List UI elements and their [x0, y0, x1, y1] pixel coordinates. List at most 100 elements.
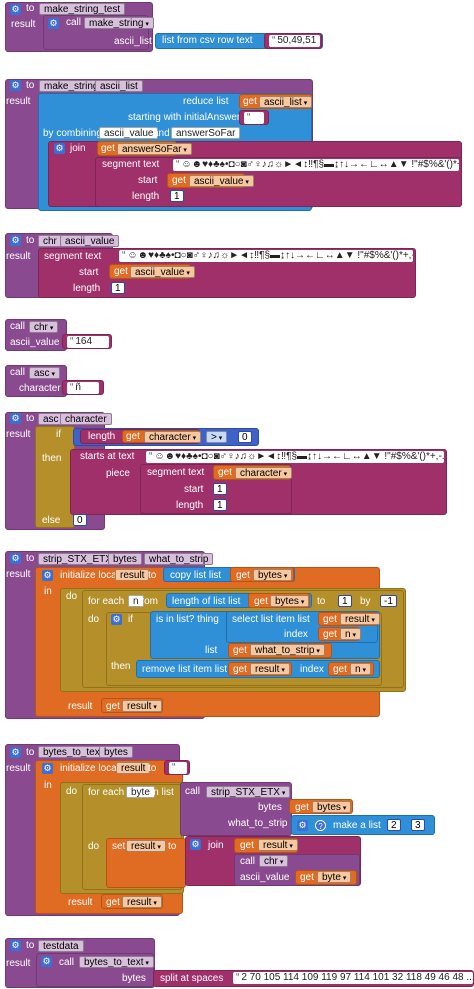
number-field[interactable]: 2: [387, 819, 401, 831]
do-keyword: do: [88, 841, 100, 852]
long-string[interactable]: ☺☻♥♦♣♠•◘○◙♂♀♪♫☼►◄↕‼¶§▬↨↑↓→←∟↔▲▼ !"#$%&'(…: [119, 250, 413, 262]
in-keyword: in: [44, 780, 52, 791]
variable-dropdown[interactable]: n: [340, 628, 362, 640]
variable-dropdown[interactable]: what_to_strip: [250, 644, 325, 656]
variable-dropdown[interactable]: character: [235, 467, 293, 479]
number-field[interactable]: 0: [73, 514, 87, 526]
number-field[interactable]: 3: [411, 819, 425, 831]
gear-icon[interactable]: ⚙: [111, 614, 122, 625]
argument-field[interactable]: character: [60, 413, 112, 425]
loop-var-field[interactable]: n: [128, 595, 144, 607]
number-field[interactable]: 1: [111, 282, 125, 294]
arg-field[interactable]: answerSoFar: [171, 127, 241, 139]
procedure-name-field[interactable]: make_string: [39, 80, 104, 92]
variable-dropdown[interactable]: bytes: [253, 569, 293, 581]
variable-dropdown[interactable]: ascii_value: [189, 175, 254, 187]
gear-icon[interactable]: ⚙: [10, 4, 21, 15]
gear-icon[interactable]: ⚙: [10, 553, 21, 564]
do-keyword: do: [66, 786, 78, 797]
variable-dropdown[interactable]: answerSoFar: [117, 143, 192, 155]
gear-icon[interactable]: ⚙: [10, 235, 21, 246]
csv-string[interactable]: 50,49,51: [269, 35, 320, 47]
data-string[interactable]: 2 70 105 114 109 119 97 114 101 32 118 4…: [233, 972, 473, 984]
variable-dropdown[interactable]: byte: [317, 871, 352, 883]
gear-icon[interactable]: ⚙: [42, 570, 53, 581]
variable-dropdown[interactable]: result: [250, 663, 290, 675]
local-name-field[interactable]: result: [115, 569, 150, 581]
gear-icon[interactable]: ⚙: [41, 956, 52, 967]
then-keyword: then: [111, 661, 131, 672]
param-label: ascii_value: [10, 337, 60, 348]
number-field[interactable]: 1: [170, 190, 184, 202]
gear-icon[interactable]: ⚙: [54, 143, 65, 154]
procedure-dropdown[interactable]: strip_STX_ETX: [206, 786, 291, 798]
initialize-local-label: initialize local: [60, 763, 119, 774]
operator-dropdown[interactable]: >: [206, 431, 228, 443]
for-each-label: for each: [88, 787, 125, 798]
join-keyword: join: [208, 840, 224, 851]
value-string[interactable]: ñ: [67, 382, 99, 394]
value-string[interactable]: 164: [67, 336, 109, 348]
gear-icon[interactable]: ⚙: [10, 80, 21, 91]
variable-dropdown[interactable]: n: [350, 663, 372, 675]
empty-string[interactable]: [244, 112, 264, 124]
length-label: length: [132, 191, 160, 202]
procedure-dropdown[interactable]: asc: [29, 367, 61, 379]
procedure-name-field[interactable]: make_string_test: [39, 3, 126, 15]
help-icon[interactable]: ?: [315, 820, 326, 831]
length-label: length: [73, 283, 101, 294]
do-keyword: do: [88, 614, 100, 625]
procedure-name-field[interactable]: strip_STX_ETX: [38, 553, 117, 565]
loop-var-field[interactable]: byte: [126, 786, 155, 798]
gear-icon[interactable]: ⚙: [42, 763, 53, 774]
gear-icon[interactable]: ⚙: [10, 940, 21, 951]
procedure-dropdown[interactable]: make_string: [84, 17, 154, 29]
number-field[interactable]: 1: [213, 499, 227, 511]
segment-label: segment text: [147, 467, 205, 478]
length-label: length: [88, 431, 116, 442]
gear-icon[interactable]: ⚙: [10, 413, 21, 424]
in-keyword: in: [44, 586, 52, 597]
argument-field[interactable]: bytes: [99, 746, 133, 758]
get-keyword: get: [323, 629, 337, 640]
procedure-dropdown[interactable]: bytes_to_text: [79, 956, 154, 968]
to-keyword: to: [148, 763, 157, 774]
result-label: result: [6, 569, 31, 580]
variable-dropdown[interactable]: ascii_list: [259, 96, 313, 108]
variable-dropdown[interactable]: result: [126, 840, 166, 852]
gear-icon[interactable]: ⚙: [297, 820, 308, 831]
variable-dropdown[interactable]: bytes: [270, 595, 310, 607]
argument-field[interactable]: bytes: [108, 553, 142, 565]
gear-icon[interactable]: ⚙: [190, 839, 201, 850]
variable-dropdown[interactable]: result: [122, 700, 162, 712]
long-string[interactable]: ☺☻♥♦♣♠•◘○◙♂♀♪♫☼►◄↕‼¶§▬↨↑↓→←∟↔▲▼ !"#$%&'(…: [173, 159, 459, 171]
long-string[interactable]: ☺☻♥♦♣♠•◘○◙♂♀♪♫☼►◄↕‼¶§▬↨↑↓→←∟↔▲▼ !"#$%&'(…: [146, 451, 444, 463]
variable-dropdown[interactable]: result: [122, 896, 162, 908]
procedure-dropdown[interactable]: chr: [259, 855, 289, 867]
procedure-name-field[interactable]: chr: [38, 235, 62, 247]
start-label: start: [138, 175, 158, 186]
number-field[interactable]: 1: [338, 595, 352, 607]
to-keyword: to: [26, 235, 35, 246]
argument-field[interactable]: ascii_list: [95, 80, 143, 92]
arg-field[interactable]: ascii_value: [99, 127, 159, 139]
variable-dropdown[interactable]: result: [258, 839, 298, 851]
number-field[interactable]: 0: [238, 431, 252, 443]
procedure-name-field[interactable]: testdata: [38, 940, 84, 952]
number-field[interactable]: -1: [380, 595, 397, 607]
argument-field[interactable]: ascii_value: [60, 235, 120, 247]
if-then-else-block[interactable]: [35, 426, 75, 528]
variable-dropdown[interactable]: ascii_value: [130, 266, 195, 278]
gear-icon[interactable]: ⚙: [10, 747, 21, 758]
procedure-name-field[interactable]: bytes_to_text: [38, 746, 108, 758]
argument-field[interactable]: what_to_strip: [144, 553, 214, 565]
procedure-dropdown[interactable]: chr: [29, 321, 59, 333]
number-field[interactable]: 1: [213, 483, 227, 495]
variable-dropdown[interactable]: result: [340, 613, 380, 625]
gear-icon[interactable]: ⚙: [48, 18, 59, 29]
result-label: result: [6, 96, 31, 107]
local-name-field[interactable]: result: [116, 762, 151, 774]
empty-string[interactable]: [169, 762, 187, 774]
variable-dropdown[interactable]: character: [144, 431, 202, 443]
variable-dropdown[interactable]: bytes: [312, 801, 352, 813]
